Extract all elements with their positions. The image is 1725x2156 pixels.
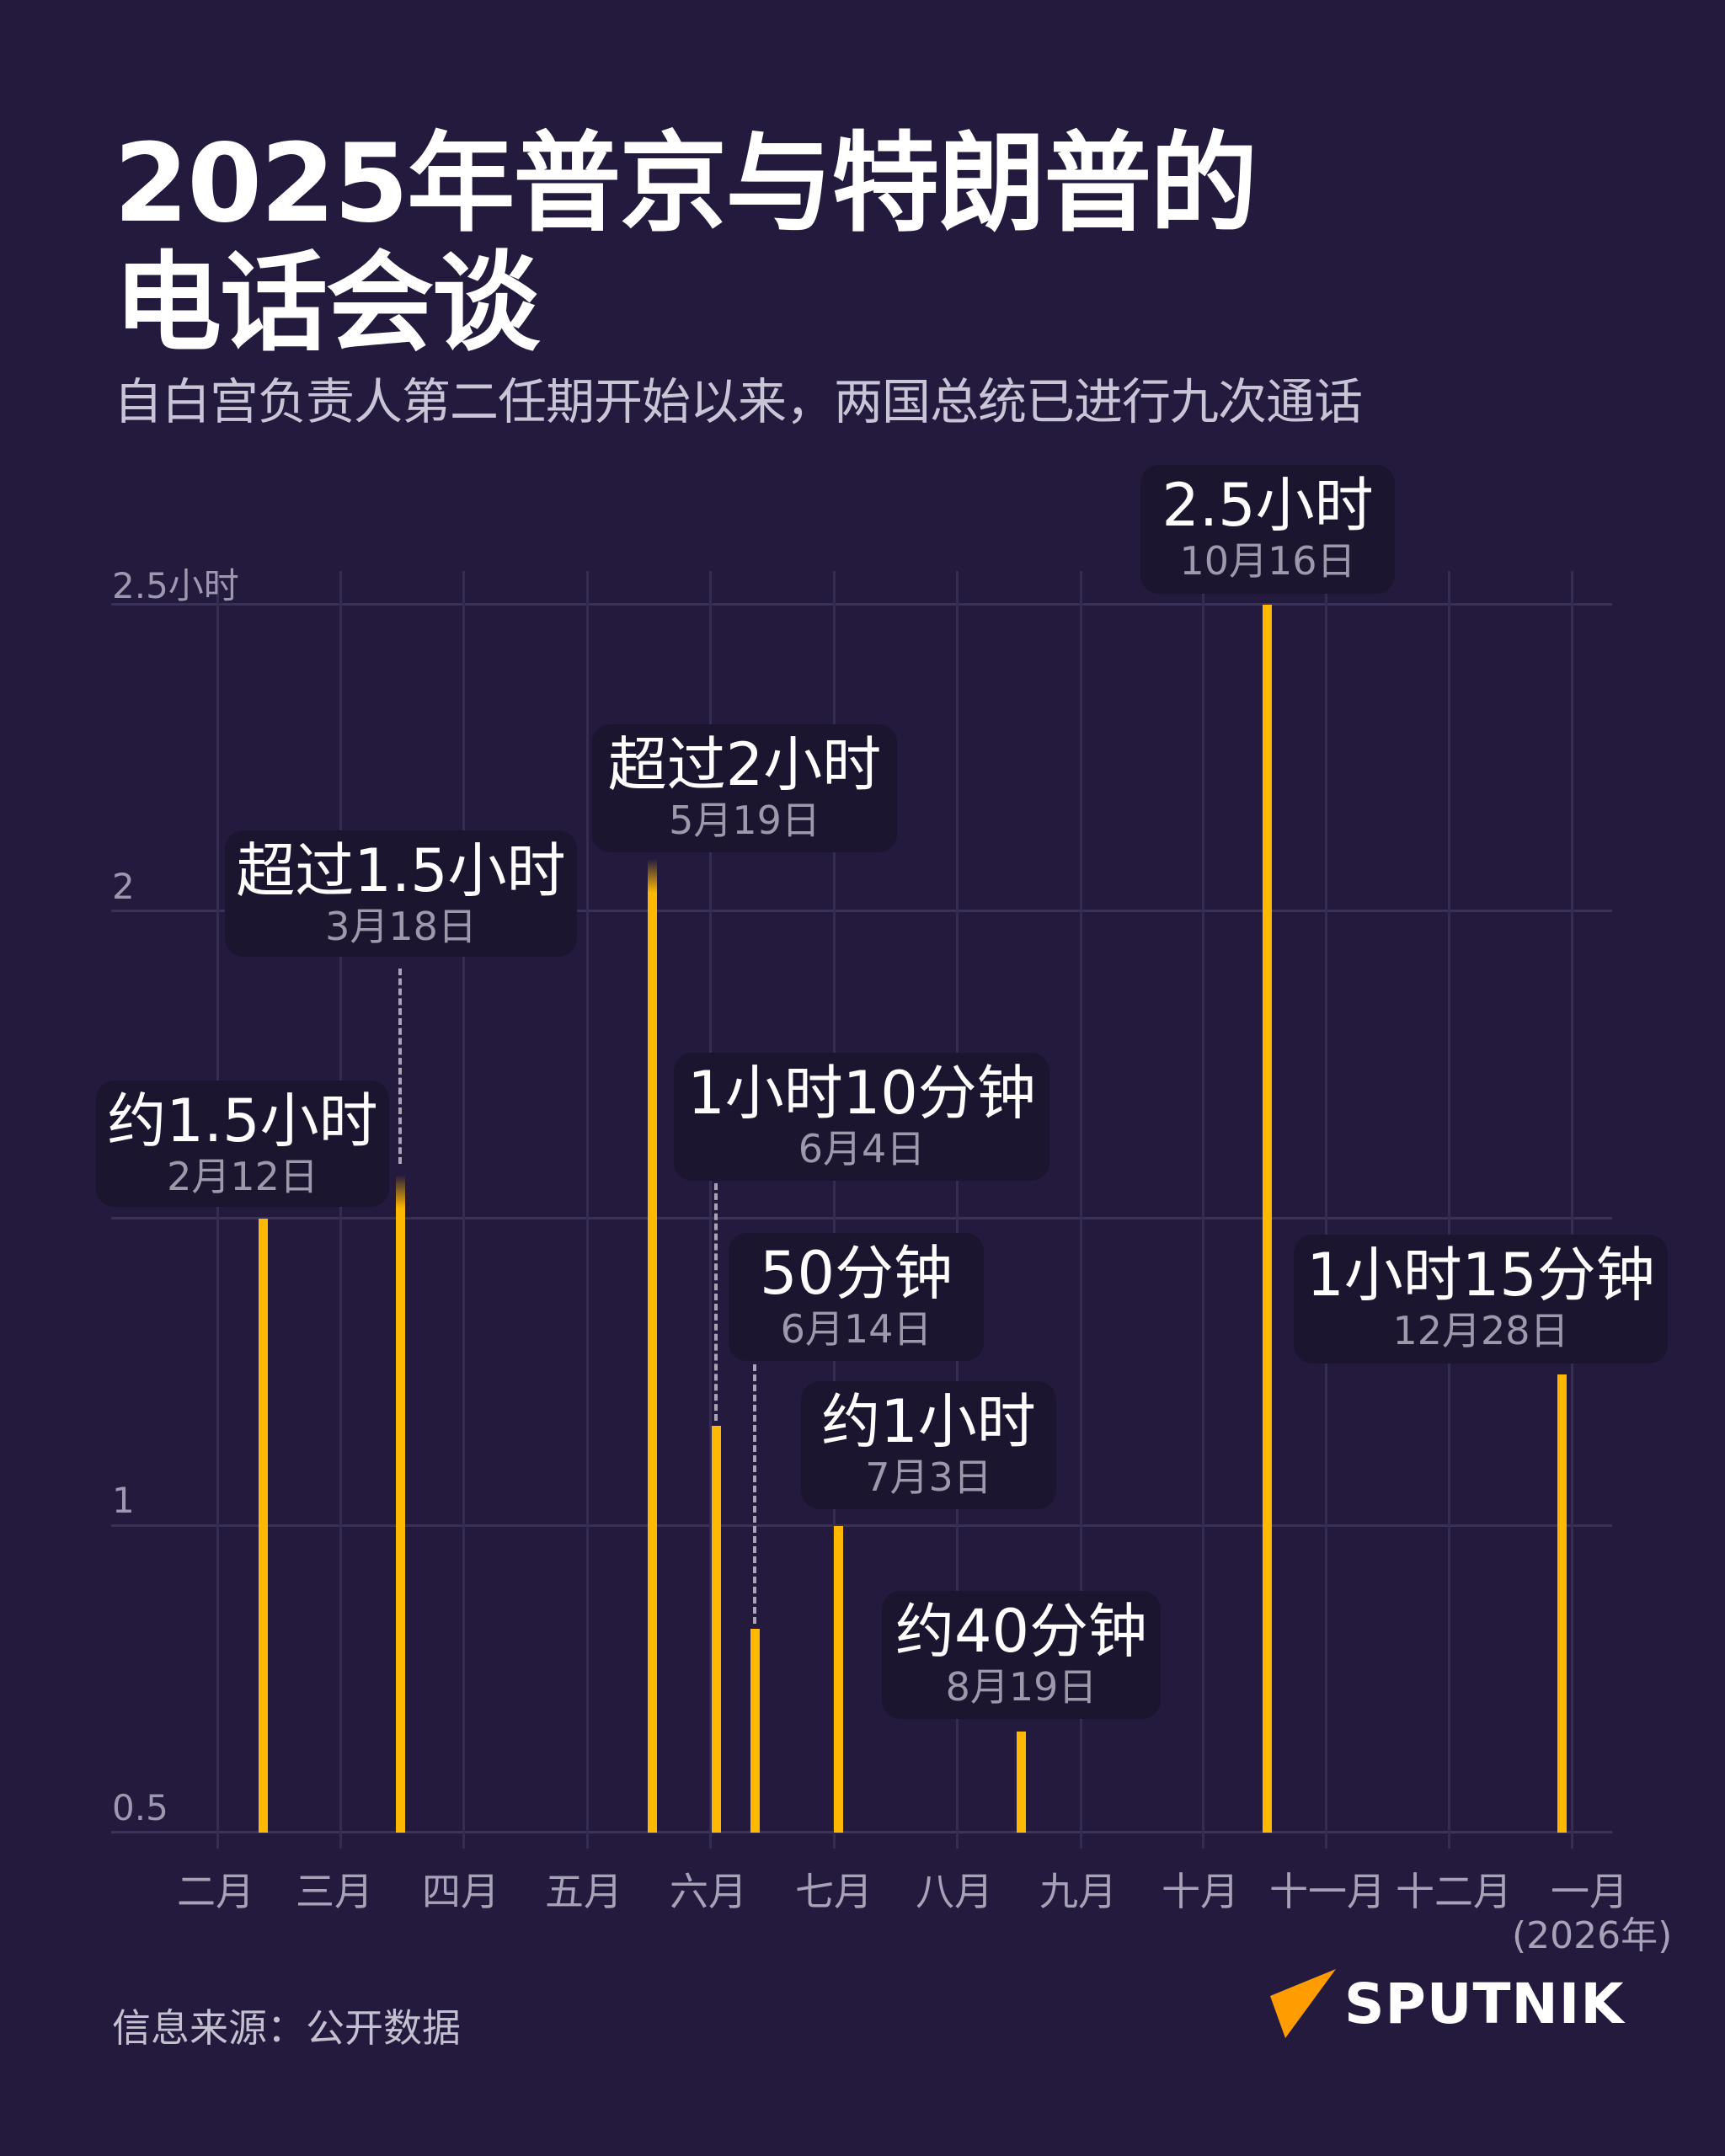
label-duration: 2.5小时	[1162, 471, 1374, 540]
x-tick-mar: 三月	[296, 1869, 373, 1914]
label-date: 7月3日	[865, 1454, 992, 1500]
vgrid-jan	[1571, 571, 1573, 1849]
y-tick-2-5: 2.5小时	[112, 565, 239, 606]
x-tick-jan: 一月	[1551, 1869, 1628, 1914]
label-date: 5月19日	[669, 798, 820, 843]
label-date: 8月19日	[945, 1664, 1097, 1710]
label-date: 12月28日	[1392, 1308, 1569, 1353]
label-duration: 约1.5小时	[107, 1086, 378, 1155]
x-note-year: (2026年)	[1512, 1914, 1673, 1957]
bar-aug19	[1017, 1732, 1026, 1833]
label-duration: 超过2小时	[607, 730, 882, 799]
source-note: 信息来源：公开数据	[112, 2005, 461, 2051]
y-tick-2: 2	[112, 866, 135, 907]
label-dec28: 1小时15分钟 12月28日	[1294, 1235, 1668, 1364]
bar-feb12	[259, 1219, 268, 1833]
x-tick-nov: 十一月	[1269, 1869, 1386, 1914]
vgrid-may	[586, 571, 589, 1849]
label-duration: 超过1.5小时	[236, 836, 566, 905]
label-aug19: 约40分钟 8月19日	[882, 1591, 1161, 1719]
label-duration: 1小时15分钟	[1306, 1241, 1655, 1310]
title-line-2: 电话会谈	[114, 241, 540, 366]
label-date: 10月16日	[1179, 538, 1356, 584]
label-jul3: 约1小时 7月3日	[801, 1381, 1056, 1509]
label-duration: 约40分钟	[895, 1597, 1148, 1666]
x-tick-oct: 十月	[1162, 1869, 1239, 1914]
bar-oct16	[1263, 605, 1272, 1833]
label-jun14: 50分钟 6月14日	[729, 1233, 984, 1361]
label-date: 6月14日	[780, 1306, 932, 1352]
x-tick-jun: 六月	[670, 1869, 747, 1914]
x-tick-jul: 七月	[795, 1869, 873, 1914]
y-tick-0-5: 0.5	[112, 1787, 168, 1828]
x-tick-sep: 九月	[1039, 1869, 1117, 1914]
vgrid-feb	[216, 571, 219, 1849]
connector-jun14	[753, 1354, 756, 1624]
label-date: 2月12日	[167, 1154, 318, 1199]
vgrid-sep	[1080, 571, 1082, 1849]
title-line-1: 2025年普京与特朗普的	[114, 121, 1258, 247]
label-may19: 超过2小时 5月19日	[592, 724, 897, 852]
bar-may19	[648, 859, 657, 1833]
sputnik-arrow-icon	[1270, 1969, 1336, 2038]
label-oct16: 2.5小时 10月16日	[1140, 465, 1395, 594]
bar-dec28	[1557, 1374, 1567, 1833]
vgrid-nov	[1325, 571, 1327, 1849]
logo-text: SPUTNIK	[1344, 1971, 1625, 2036]
vgrid-dec	[1448, 571, 1450, 1849]
vgrid-mar	[339, 571, 342, 1849]
y-tick-1: 1	[112, 1480, 135, 1521]
bar-jul3	[834, 1526, 843, 1833]
x-tick-may: 五月	[545, 1869, 622, 1914]
subtitle: 自白宫负责人第二任期开始以来，两国总统已进行九次通话	[114, 373, 1363, 430]
x-tick-feb: 二月	[177, 1869, 254, 1914]
label-duration: 1小时10分钟	[687, 1059, 1036, 1128]
x-tick-dec: 十二月	[1396, 1869, 1512, 1914]
bar-jun14	[750, 1629, 760, 1833]
connector-mar18	[398, 969, 402, 1164]
label-date: 3月18日	[325, 904, 477, 949]
label-mar18: 超过1.5小时 3月18日	[225, 830, 577, 957]
label-feb12: 约1.5小时 2月12日	[96, 1081, 389, 1207]
label-jun4: 1小时10分钟 6月4日	[674, 1053, 1049, 1181]
x-tick-apr: 四月	[422, 1869, 499, 1914]
vgrid-oct	[1202, 571, 1204, 1849]
gridline-2-5	[111, 603, 1612, 606]
bar-mar18	[396, 1175, 405, 1833]
connector-jun4	[714, 1183, 718, 1421]
gridline-1	[111, 1524, 1612, 1527]
gridline-2	[111, 910, 1612, 912]
vgrid-jun	[709, 571, 712, 1849]
label-duration: 约1小时	[821, 1387, 1036, 1456]
x-tick-aug: 八月	[916, 1869, 993, 1914]
gridline-1-5	[111, 1217, 1612, 1219]
vgrid-aug	[956, 571, 959, 1849]
bar-jun4	[712, 1426, 721, 1833]
vgrid-apr	[462, 571, 465, 1849]
label-date: 6月4日	[798, 1126, 926, 1171]
sputnik-logo: SPUTNIK	[1270, 1969, 1624, 2038]
label-duration: 50分钟	[759, 1239, 953, 1308]
vgrid-jul	[833, 571, 836, 1849]
page-title: 2025年普京与特朗普的 电话会谈	[114, 125, 1546, 364]
gridline-0-5	[111, 1831, 1612, 1833]
